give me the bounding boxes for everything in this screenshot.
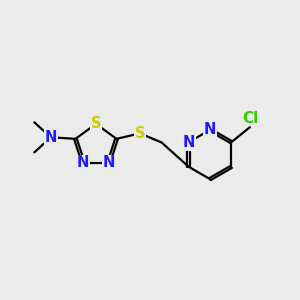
Text: N: N	[77, 155, 89, 170]
Text: N: N	[45, 130, 57, 145]
Text: N: N	[182, 135, 195, 150]
Text: N: N	[204, 122, 216, 137]
Text: Cl: Cl	[242, 111, 258, 126]
Text: S: S	[135, 126, 145, 141]
Text: S: S	[91, 116, 101, 131]
Text: N: N	[103, 155, 115, 170]
